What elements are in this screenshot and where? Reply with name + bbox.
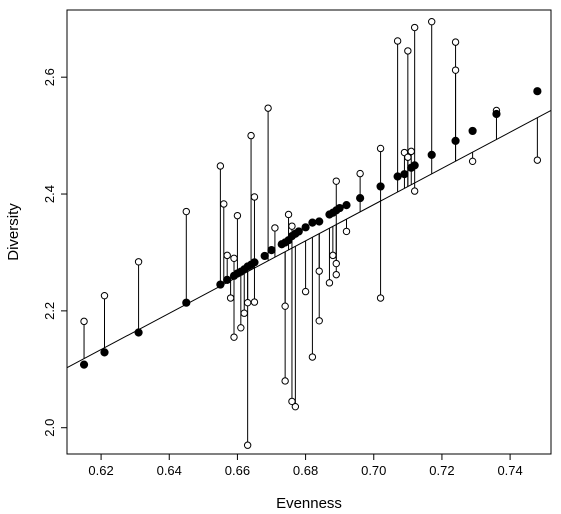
observed-point [264,104,272,112]
x-tick-label: 0.74 [497,463,522,478]
observed-point [100,291,109,300]
observed-point [288,222,296,230]
observed-point [393,37,402,45]
fitted-point [182,298,191,307]
fitted-point [468,126,477,136]
fitted-point [376,182,385,191]
observed-point [243,441,252,449]
observed-point [376,294,385,302]
fitted-point [451,136,460,145]
observed-point [226,294,235,302]
observed-point [250,193,259,201]
fitted-point [335,203,344,213]
observed-point [301,287,310,296]
observed-point [342,227,351,236]
x-tick-label: 0.62 [88,463,113,478]
observed-point [80,317,88,326]
observed-point [410,23,419,32]
fitted-point [492,109,501,119]
observed-point [134,258,143,266]
observed-point [230,333,238,341]
plot-frame [66,9,552,455]
observed-point [247,131,255,140]
fitted-point [250,258,259,267]
observed-point [332,259,340,268]
fitted-point [294,227,303,236]
regression-line [66,109,552,369]
observed-point [404,47,412,55]
fitted-point [301,223,310,232]
fitted-point [267,246,276,255]
observed-point [220,200,228,208]
observed-point [233,211,242,220]
y-axis: 2.0 2.2 2.4 2.6 [42,68,67,437]
observed-point [468,157,477,166]
observed-point [230,254,238,262]
observed-point [315,267,323,275]
observed-point [407,147,415,156]
fitted-point [223,275,232,285]
observed-point [356,169,364,178]
observed-point [243,298,252,307]
fitted-point [342,201,351,210]
x-tick-label: 0.70 [361,463,386,478]
observed-point [332,270,340,279]
y-axis-title: Diversity [5,203,22,261]
observed-point [315,317,323,325]
observed-point [250,298,259,306]
y-tick-label: 2.2 [42,302,57,320]
observed-point [284,210,293,219]
observed-point [281,302,289,310]
fitted-point [100,348,109,357]
x-tick-label: 0.72 [429,463,454,478]
observed-point [216,162,225,170]
fitted-point [427,150,436,159]
fitted-point [410,161,419,170]
observed-point [428,17,436,26]
fitted-point [533,87,542,96]
observed-point [182,207,190,216]
observed-point [451,38,460,46]
observed-point [410,187,419,195]
y-tick-label: 2.4 [42,185,57,203]
observed-point [451,66,460,74]
fitted-point [79,360,89,369]
y-tick-label: 2.0 [42,419,57,437]
x-tick-label: 0.68 [293,463,318,478]
fitted-point [260,251,269,261]
fitted-point [216,280,225,289]
plot-area [66,17,552,449]
fitted-point [308,218,317,227]
fitted-point [393,172,402,181]
observed-point [308,353,317,361]
y-tick-label: 2.6 [42,68,57,86]
observed-point [240,309,248,317]
observed-point [376,144,385,153]
fitted-point [400,170,409,179]
observed-point [329,251,337,260]
observed-point [291,402,300,411]
observed-point [325,279,334,287]
observed-point [281,377,289,385]
x-tick-label: 0.66 [225,463,250,478]
fitted-point [315,217,324,226]
observed-point [404,153,412,161]
x-axis: 0.62 0.64 0.66 0.68 0.70 0.72 0.74 [88,454,523,478]
observed-point [533,156,542,164]
x-axis-title: Evenness [276,495,342,512]
observed-point [271,224,279,232]
observed-point [288,397,296,406]
x-tick-label: 0.64 [157,463,182,478]
fitted-point [134,328,143,337]
observed-point [332,177,340,185]
fitted-point [356,194,365,203]
observed-point [223,251,231,260]
observed-point [237,324,245,332]
